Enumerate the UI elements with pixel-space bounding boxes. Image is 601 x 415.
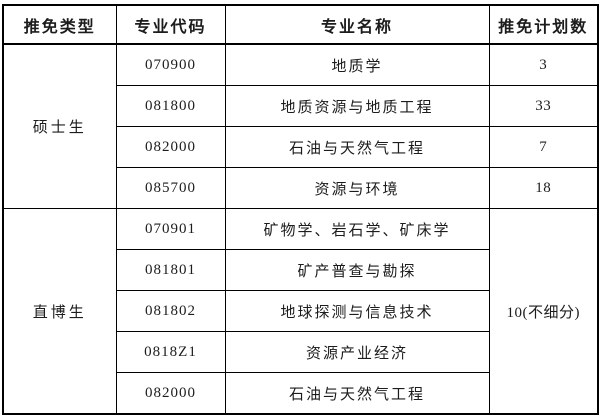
major-name: 资源产业经济 — [224, 331, 490, 373]
table-row: 081802 地球探测与信息技术 — [3, 290, 598, 332]
plan-count: 7 — [488, 126, 599, 168]
table-row: 硕士生 070900 地质学 3 — [2, 43, 599, 209]
table-row: 082000 石油与天然气工程 — [3, 372, 598, 415]
table-row: 0818Z1 资源产业经济 — [3, 331, 598, 373]
major-code: 070900 — [115, 43, 226, 86]
plan-count: 33 — [488, 85, 599, 127]
major-name: 矿产普查与勘探 — [224, 249, 490, 291]
major-name: 石油与天然气工程 — [224, 126, 490, 168]
major-name: 矿物学、岩石学、矿床学 — [224, 208, 490, 250]
major-code: 082000 — [115, 372, 226, 415]
table-row: 直博生 070901 矿物学、岩石学、矿床学 10(不细分) — [2, 208, 599, 415]
major-name: 地球探测与信息技术 — [224, 290, 490, 332]
major-code: 0818Z1 — [115, 331, 226, 373]
section-type-direct-phd: 直博生 — [2, 208, 117, 415]
major-name: 地质资源与地质工程 — [224, 85, 490, 127]
plan-count: 3 — [488, 43, 599, 86]
major-code: 081800 — [115, 85, 226, 127]
plan-count: 18 — [488, 167, 599, 209]
header-plan-count: 推免计划数 — [488, 4, 599, 45]
major-code: 070901 — [115, 208, 226, 250]
header-exemption-type: 推免类型 — [2, 4, 117, 45]
header-major-name: 专业名称 — [224, 4, 490, 45]
major-name: 资源与环境 — [224, 167, 490, 209]
table-row: 085700 资源与环境 18 — [3, 167, 599, 209]
major-name: 地质学 — [224, 43, 490, 86]
major-code: 081801 — [115, 249, 226, 291]
major-name: 石油与天然气工程 — [224, 372, 490, 415]
major-code: 082000 — [115, 126, 226, 168]
header-major-code: 专业代码 — [115, 4, 226, 45]
table-row: 082000 石油与天然气工程 7 — [3, 126, 599, 168]
table-row: 081800 地质资源与地质工程 33 — [3, 85, 599, 127]
table-header-row: 推免类型 专业代码 专业名称 推免计划数 — [2, 4, 599, 45]
major-code: 085700 — [115, 167, 226, 209]
admission-plan-table: 推免类型 专业代码 专业名称 推免计划数 硕士生 070900 地质学 3 08… — [2, 4, 599, 415]
table-row: 081801 矿产普查与勘探 — [3, 249, 598, 291]
major-code: 081802 — [115, 290, 226, 332]
plan-count-merged: 10(不细分) — [488, 208, 599, 415]
section-type-masters: 硕士生 — [2, 43, 117, 209]
